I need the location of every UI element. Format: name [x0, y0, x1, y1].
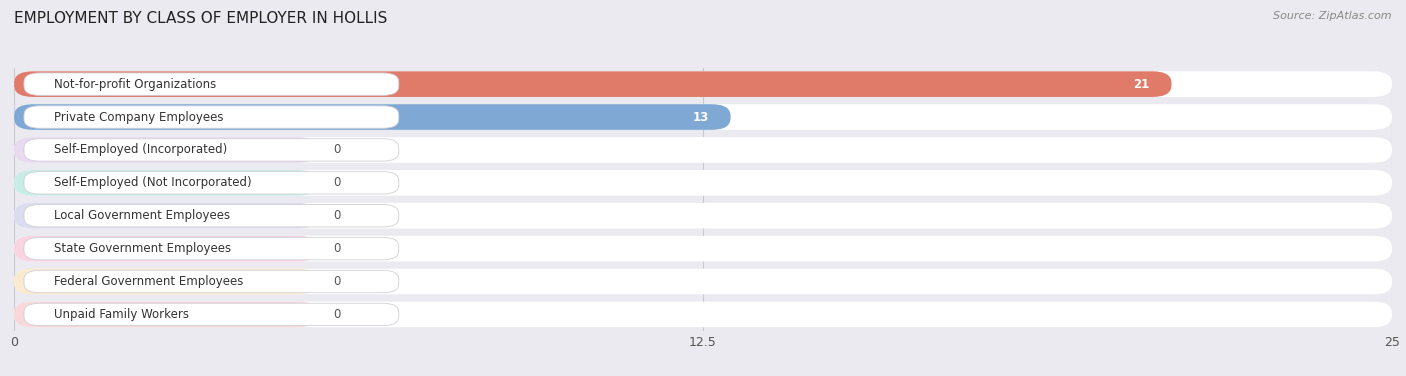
FancyBboxPatch shape — [14, 137, 1392, 163]
Text: Self-Employed (Incorporated): Self-Employed (Incorporated) — [55, 143, 228, 156]
Text: Unpaid Family Workers: Unpaid Family Workers — [55, 308, 190, 321]
FancyBboxPatch shape — [24, 270, 399, 293]
Text: 0: 0 — [333, 176, 342, 190]
FancyBboxPatch shape — [24, 171, 399, 194]
FancyBboxPatch shape — [24, 73, 399, 96]
FancyBboxPatch shape — [14, 71, 1171, 97]
Text: Local Government Employees: Local Government Employees — [55, 209, 231, 222]
FancyBboxPatch shape — [24, 106, 399, 128]
FancyBboxPatch shape — [14, 203, 318, 229]
Text: 0: 0 — [333, 308, 342, 321]
Text: 0: 0 — [333, 143, 342, 156]
Text: 21: 21 — [1133, 77, 1150, 91]
FancyBboxPatch shape — [24, 205, 399, 227]
FancyBboxPatch shape — [14, 236, 318, 261]
FancyBboxPatch shape — [14, 170, 1392, 196]
FancyBboxPatch shape — [24, 139, 399, 161]
FancyBboxPatch shape — [14, 170, 318, 196]
FancyBboxPatch shape — [14, 71, 1392, 97]
FancyBboxPatch shape — [14, 104, 1392, 130]
Text: 0: 0 — [333, 275, 342, 288]
FancyBboxPatch shape — [14, 302, 1392, 327]
FancyBboxPatch shape — [14, 236, 1392, 261]
FancyBboxPatch shape — [24, 238, 399, 260]
FancyBboxPatch shape — [14, 302, 318, 327]
FancyBboxPatch shape — [14, 269, 1392, 294]
Text: EMPLOYMENT BY CLASS OF EMPLOYER IN HOLLIS: EMPLOYMENT BY CLASS OF EMPLOYER IN HOLLI… — [14, 11, 388, 26]
Text: Self-Employed (Not Incorporated): Self-Employed (Not Incorporated) — [55, 176, 252, 190]
FancyBboxPatch shape — [14, 137, 318, 163]
Text: Not-for-profit Organizations: Not-for-profit Organizations — [55, 77, 217, 91]
FancyBboxPatch shape — [14, 269, 318, 294]
Text: Source: ZipAtlas.com: Source: ZipAtlas.com — [1274, 11, 1392, 21]
Text: State Government Employees: State Government Employees — [55, 242, 232, 255]
Text: 0: 0 — [333, 242, 342, 255]
FancyBboxPatch shape — [14, 203, 1392, 229]
Text: 0: 0 — [333, 209, 342, 222]
Text: Private Company Employees: Private Company Employees — [55, 111, 224, 124]
Text: Federal Government Employees: Federal Government Employees — [55, 275, 243, 288]
Text: 13: 13 — [692, 111, 709, 124]
FancyBboxPatch shape — [24, 303, 399, 326]
FancyBboxPatch shape — [14, 104, 731, 130]
